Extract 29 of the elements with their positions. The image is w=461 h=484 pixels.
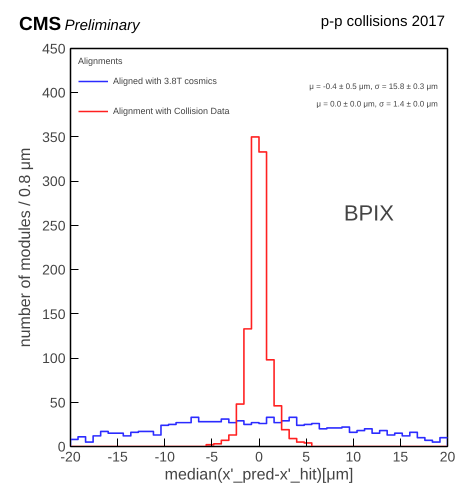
legend-title: Alignments [78, 56, 124, 66]
x-tick-label: 10 [345, 448, 362, 464]
y-tick-label: 450 [42, 40, 66, 56]
y-tick-label: 300 [42, 173, 66, 190]
x-tick-label: 0 [255, 448, 264, 464]
chart-subtitle: Preliminary [64, 17, 140, 34]
x-tick-label: -10 [154, 448, 176, 464]
y-tick-label: 400 [42, 84, 66, 101]
annotation: μ = 0.0 ± 0.0 μm, σ = 1.4 ± 0.0 μm [316, 100, 438, 109]
y-axis-title: number of modules / 0.8 μm [17, 148, 34, 348]
y-tick-label: 50 [50, 394, 66, 410]
chart-title: CMS [19, 14, 62, 35]
x-tick-label: -5 [206, 448, 218, 464]
x-tick-label: -15 [108, 448, 128, 464]
y-tick-label: 0 [58, 438, 66, 454]
y-tick-label: 250 [42, 217, 66, 234]
x-tick-label: 5 [302, 448, 310, 464]
x-axis-title: median(x'_pred-x'_hit)[μm] [164, 466, 354, 484]
annotation: μ = -0.4 ± 0.5 μm, σ = 15.8 ± 0.3 μm [309, 82, 438, 91]
y-tick-label: 100 [42, 350, 66, 366]
y-tick-label: 350 [42, 128, 66, 145]
y-tick-label: 150 [42, 306, 66, 322]
x-tick-label: 20 [440, 448, 456, 464]
legend-label: Alignment with Collision Data [113, 106, 230, 116]
legend-label: Aligned with 3.8T cosmics [113, 76, 217, 86]
x-tick-label: 15 [392, 448, 408, 464]
y-tick-label: 200 [42, 262, 66, 278]
text: p-p collisions 2017 [320, 12, 445, 32]
annotation: BPIX [344, 200, 394, 226]
